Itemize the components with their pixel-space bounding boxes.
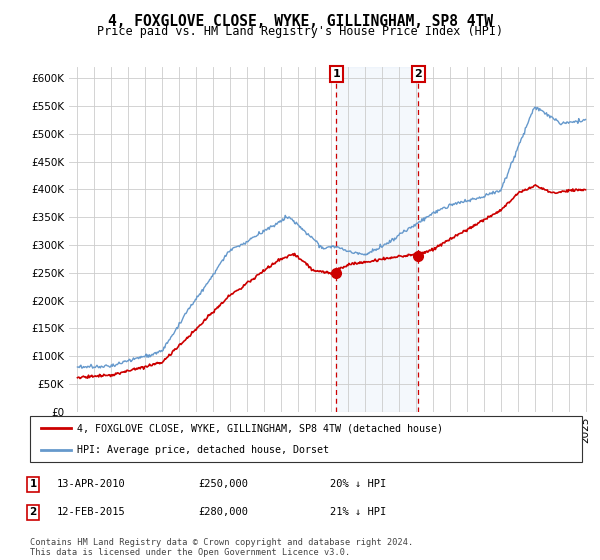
Text: Price paid vs. HM Land Registry's House Price Index (HPI): Price paid vs. HM Land Registry's House …: [97, 25, 503, 38]
Text: 21% ↓ HPI: 21% ↓ HPI: [330, 507, 386, 517]
Text: HPI: Average price, detached house, Dorset: HPI: Average price, detached house, Dors…: [77, 445, 329, 455]
Text: 1: 1: [29, 479, 37, 489]
Text: £280,000: £280,000: [198, 507, 248, 517]
Bar: [336, 67, 418, 412]
Text: 13-APR-2010: 13-APR-2010: [57, 479, 126, 489]
Text: 2: 2: [29, 507, 37, 517]
Text: 4, FOXGLOVE CLOSE, WYKE, GILLINGHAM, SP8 4TW (detached house): 4, FOXGLOVE CLOSE, WYKE, GILLINGHAM, SP8…: [77, 423, 443, 433]
Text: 20% ↓ HPI: 20% ↓ HPI: [330, 479, 386, 489]
Text: £250,000: £250,000: [198, 479, 248, 489]
Text: Contains HM Land Registry data © Crown copyright and database right 2024.
This d: Contains HM Land Registry data © Crown c…: [30, 538, 413, 557]
Text: 12-FEB-2015: 12-FEB-2015: [57, 507, 126, 517]
Text: 2: 2: [415, 69, 422, 79]
FancyBboxPatch shape: [30, 416, 582, 462]
Text: 4, FOXGLOVE CLOSE, WYKE, GILLINGHAM, SP8 4TW: 4, FOXGLOVE CLOSE, WYKE, GILLINGHAM, SP8…: [107, 14, 493, 29]
Text: 1: 1: [332, 69, 340, 79]
